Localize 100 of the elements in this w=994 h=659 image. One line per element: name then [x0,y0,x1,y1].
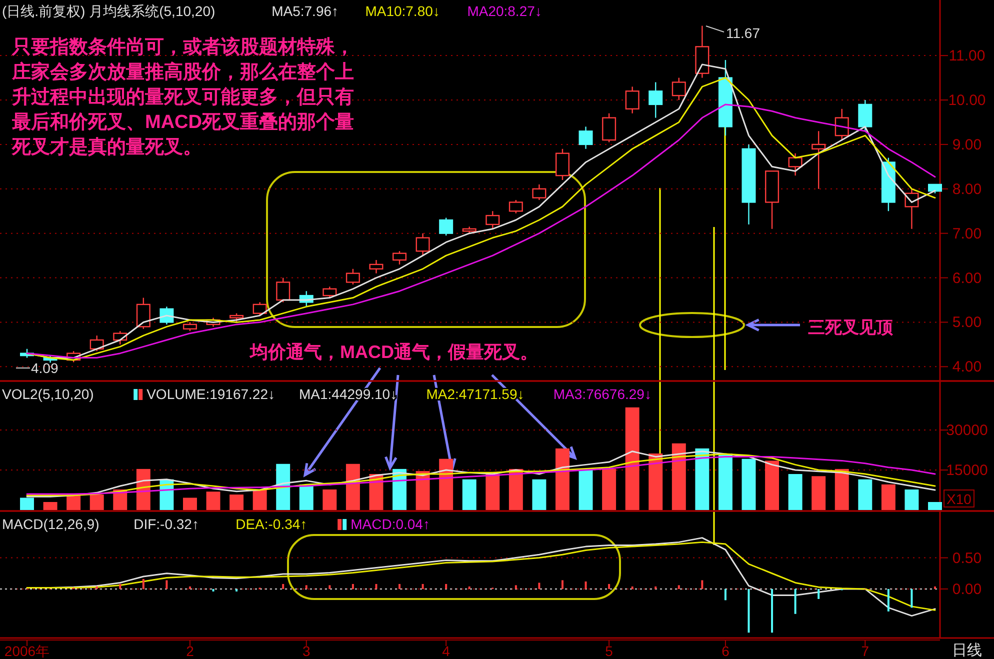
bar [648,453,663,510]
bar [724,588,726,600]
annotation: 均价通气，MACD通气，假量死叉。 [249,342,538,362]
text: MA10:7.80↓ [365,3,440,19]
bar [462,479,476,510]
annotation: 升过程中出现的量死叉可能更多，但只有 [11,86,354,108]
bar [631,586,634,589]
bar [834,468,849,510]
bar [508,468,523,510]
bar [346,464,360,510]
text: MA5:7.96↑ [272,3,339,19]
bar [305,585,308,589]
bar [322,489,337,510]
bar [701,580,704,589]
x-tick-label: 4 [442,643,450,659]
bar [422,584,424,589]
bar [166,580,168,589]
x-tick-label: 5 [605,643,614,659]
bar [439,458,454,510]
bar [765,460,780,510]
bar [887,588,890,612]
bar [678,585,680,589]
bar [486,474,500,510]
y-tick-label: 10.00 [948,92,986,109]
bar [904,489,919,510]
x-tick-label: 6 [722,643,730,659]
bar [276,464,290,510]
bar [771,588,774,633]
x-tick-label: 2 [186,643,194,659]
bar [299,484,314,510]
chart-title: (日线.前复权) 月均线系统(5,10,20) [2,3,216,19]
bar [352,584,354,589]
annotation: 11.67 [726,25,760,41]
legend-label: VOLUME:19167.22↓ [146,386,276,402]
chart-title: VOL2(5,10,20) [2,386,94,402]
y-tick-label: 5.00 [952,314,982,332]
annotation: 最后和价死叉、MACD死叉重叠的那个量 [11,111,354,133]
y-tick-label: 7.00 [952,225,982,242]
bar [812,476,826,510]
bar [328,585,331,589]
text: MA20:8.27↓ [467,3,542,19]
bar [43,502,58,510]
bar [748,588,750,633]
bar [910,588,913,608]
bar [818,588,820,599]
bar [375,584,378,589]
annotation: 死叉才是真的量死叉。 [11,136,202,158]
bar [398,584,401,589]
bar [20,498,34,510]
y-tick-label: 15000 [946,462,988,480]
y-tick-label: 30000 [946,422,988,440]
bar [608,584,610,589]
bar [584,581,587,589]
bar [538,582,540,589]
bar [236,588,238,592]
bar [561,580,564,589]
bar [654,586,657,589]
annotation: 庄家会多次放量推高股价，那么在整个上 [11,61,354,83]
bar [578,468,593,510]
bar [206,492,220,510]
text: DEA:-0.34↑ [236,516,308,532]
bar [602,468,616,510]
y-tick-label: 11.00 [948,48,986,65]
y-tick-label: 0.50 [952,550,982,567]
bar [695,448,710,510]
y-tick-label: 9.00 [952,136,982,154]
bar [90,494,104,510]
bar [182,498,197,510]
bar [794,588,796,614]
bar [928,502,942,510]
bar [556,448,570,510]
y-tick-label: 8.00 [952,180,982,198]
text: X10 [946,491,972,507]
bar [718,453,732,510]
bar [742,458,756,510]
bar [212,588,214,592]
bar [468,586,470,589]
bar [445,584,448,589]
text: MA3:76676.29↓ [553,386,652,402]
bar [532,479,546,510]
annotation: 只要指数条件尚可，或者该股题材特殊， [11,36,354,58]
y-tick-label: 0.00 [952,580,982,598]
text: DIF:-0.32↑ [134,516,199,532]
bar [142,578,144,589]
x-tick-label: 7 [861,643,870,659]
bar [881,484,896,510]
bar [188,586,191,589]
bar [119,584,122,589]
bar [96,586,98,589]
bar [672,443,686,510]
text: 日线 [952,642,982,659]
bar [858,479,872,510]
bar [788,474,802,510]
chart-title: MACD(12,26,9) [2,516,100,532]
legend-label: MACD:0.04↑ [350,516,430,532]
bar [230,494,244,510]
x-tick-label: 3 [302,643,310,659]
annotation: 4.09 [31,360,58,376]
bar [934,586,936,589]
bar [282,584,284,589]
